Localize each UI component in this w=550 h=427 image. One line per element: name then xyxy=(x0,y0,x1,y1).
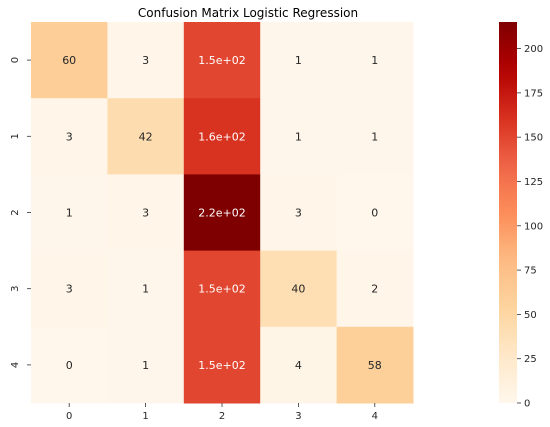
cell-annotation: 1.5e+02 xyxy=(198,359,245,372)
heatmap-cell xyxy=(31,22,108,99)
heatmap-cell xyxy=(107,250,185,328)
heatmap-cell xyxy=(31,98,108,175)
cell-annotation: 58 xyxy=(368,359,382,372)
colorbar-tick-label: 200 xyxy=(524,44,543,55)
cell-annotation: 3 xyxy=(66,283,73,296)
cell-annotation: 60 xyxy=(62,54,76,67)
cell-annotation: 1 xyxy=(142,283,149,296)
cell-annotation: 2.2e+02 xyxy=(198,207,245,220)
cell-annotation: 1 xyxy=(295,130,302,143)
cell-annotation: 3 xyxy=(295,207,302,220)
colorbar-tick-label: 100 xyxy=(524,221,543,232)
x-tick-label: 3 xyxy=(295,411,301,422)
chart-title: Confusion Matrix Logistic Regression xyxy=(138,6,358,20)
heatmap-cell xyxy=(260,22,338,99)
colorbar-tick-label: 175 xyxy=(524,88,543,99)
cell-annotation: 4 xyxy=(295,359,302,372)
heatmap-cell xyxy=(183,326,261,404)
heatmap-cell xyxy=(183,22,261,99)
cell-annotation: 42 xyxy=(139,130,153,143)
heatmap-cell xyxy=(336,98,414,175)
heatmap-cell xyxy=(260,250,338,328)
heatmap-cell xyxy=(183,98,261,175)
heatmap-cell xyxy=(183,174,261,252)
heatmap-cell xyxy=(336,22,414,99)
y-tick-label: 2 xyxy=(10,209,21,215)
heatmap-cell xyxy=(31,250,108,328)
heatmap-cell xyxy=(260,326,338,404)
heatmap-cell xyxy=(336,174,414,252)
cell-annotation: 3 xyxy=(142,54,149,67)
cell-annotation: 40 xyxy=(291,283,305,296)
cell-annotation: 2 xyxy=(371,283,378,296)
x-axis: 0 1 2 3 4 xyxy=(66,403,378,422)
colorbar-tick-label: 75 xyxy=(524,266,537,277)
heatmap-cell xyxy=(107,22,185,99)
heatmap-cell xyxy=(260,98,338,175)
cell-annotation: 1.6e+02 xyxy=(198,130,245,143)
heatmap-cell xyxy=(336,250,414,328)
colorbar-tick-label: 125 xyxy=(524,177,543,188)
y-axis: 0 1 2 3 4 xyxy=(10,57,31,368)
colorbar-tick-label: 0 xyxy=(524,399,530,410)
heatmap-cell xyxy=(31,174,108,252)
cell-annotation: 1 xyxy=(66,207,73,220)
y-tick-label: 0 xyxy=(10,57,21,63)
colorbar-tick-label: 50 xyxy=(524,310,537,321)
heatmap-cell xyxy=(107,174,185,252)
x-tick-label: 0 xyxy=(66,411,72,422)
colorbar-tick-label: 25 xyxy=(524,354,537,365)
x-tick-label: 2 xyxy=(219,411,225,422)
y-tick-label: 3 xyxy=(10,286,21,292)
heatmap-cell xyxy=(336,326,414,404)
heatmap-cell xyxy=(183,250,261,328)
heatmap-cell xyxy=(107,98,185,175)
colorbar: 0 25 50 75 100 125 150 175 200 xyxy=(499,22,543,410)
cell-annotation: 1 xyxy=(295,54,302,67)
cell-annotation: 3 xyxy=(66,130,73,143)
y-tick-label: 4 xyxy=(10,362,21,368)
colorbar-tick-label: 150 xyxy=(524,133,543,144)
heatmap-cells xyxy=(31,22,414,404)
cell-annotation: 1 xyxy=(371,130,378,143)
cell-annotation: 1 xyxy=(142,359,149,372)
x-tick-label: 1 xyxy=(142,411,148,422)
heatmap-annotations: 60 3 1.5e+02 1 13 42 1.6e+02 1 11 3 2.2e+02 3 03 1 1.5… xyxy=(62,54,382,372)
cell-annotation: 0 xyxy=(66,359,73,372)
cell-annotation: 3 xyxy=(142,207,149,220)
y-tick-label: 1 xyxy=(10,133,21,139)
cell-annotation: 1.5e+02 xyxy=(198,283,245,296)
cell-annotation: 0 xyxy=(371,207,378,220)
cell-annotation: 1 xyxy=(371,54,378,67)
cell-annotation: 1.5e+02 xyxy=(198,54,245,67)
x-tick-label: 4 xyxy=(372,411,378,422)
colorbar-gradient xyxy=(499,22,517,403)
heatmap-cell xyxy=(260,174,338,252)
heatmap-cell xyxy=(107,326,185,404)
heatmap-cell xyxy=(31,326,108,404)
